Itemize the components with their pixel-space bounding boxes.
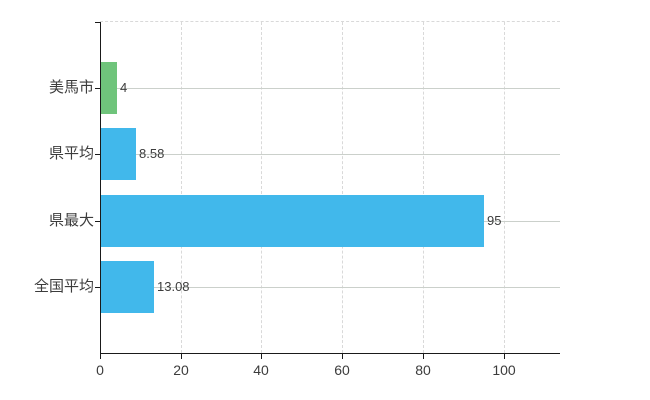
x-axis-tick — [504, 354, 505, 359]
y-axis-tick — [95, 221, 100, 222]
gridline-vertical — [504, 22, 505, 353]
x-axis-tick — [342, 354, 343, 359]
category-label: 県最大 — [48, 212, 94, 229]
x-tick-label: 80 — [415, 362, 431, 378]
x-tick-label: 100 — [492, 362, 516, 378]
value-label: 4 — [120, 80, 128, 95]
gridline-vertical — [181, 22, 182, 353]
x-tick-label: 60 — [334, 362, 350, 378]
x-axis-tick — [423, 354, 424, 359]
y-axis-tick — [95, 154, 100, 155]
y-axis-tick — [95, 88, 100, 89]
x-axis-tick — [181, 354, 182, 359]
x-tick-label: 20 — [173, 362, 189, 378]
gridline-vertical — [261, 22, 262, 353]
value-label: 13.08 — [157, 279, 190, 294]
bar-県平均 — [101, 128, 136, 180]
bar-県最大 — [101, 195, 484, 247]
y-axis-tick — [95, 22, 100, 23]
value-label: 8.58 — [139, 146, 165, 161]
value-label: 95 — [487, 213, 502, 228]
category-label: 県平均 — [48, 145, 94, 162]
gridline-vertical — [342, 22, 343, 353]
x-axis-tick — [100, 354, 101, 359]
bar-全国平均 — [101, 261, 154, 313]
y-axis-tick — [95, 287, 100, 288]
x-axis-tick — [261, 354, 262, 359]
x-tick-label: 0 — [96, 362, 104, 378]
x-tick-label: 40 — [253, 362, 269, 378]
category-label: 全国平均 — [33, 278, 94, 295]
x-axis — [100, 353, 560, 354]
gridline-horizontal — [101, 88, 560, 89]
gridline-horizontal — [101, 287, 560, 288]
gridline-vertical — [423, 22, 424, 353]
bar-美馬市 — [101, 62, 117, 114]
y-axis — [100, 22, 101, 354]
gridline-horizontal — [101, 154, 560, 155]
plot-top-border — [100, 21, 560, 22]
category-label: 美馬市 — [48, 79, 94, 96]
